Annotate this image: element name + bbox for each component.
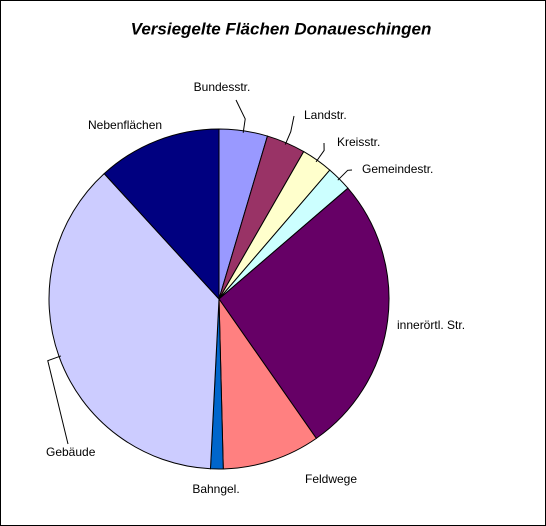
slice-label: Gebäude bbox=[46, 445, 96, 459]
chart-title: Versiegelte Flächen Donaueschingen bbox=[131, 19, 432, 38]
slice-label: innerörtl. Str. bbox=[397, 318, 465, 332]
leader-line bbox=[47, 355, 69, 445]
pie-slice bbox=[218, 187, 390, 440]
pie-slice bbox=[218, 297, 318, 470]
pie-slice bbox=[103, 128, 220, 301]
slice-label: Kreisstr. bbox=[337, 135, 380, 149]
slice-label: Gemeindestr. bbox=[362, 162, 433, 176]
slice-label: Bundesstr. bbox=[194, 80, 251, 94]
slice-label: Bahngel. bbox=[192, 482, 239, 496]
leader-line bbox=[235, 99, 246, 133]
leader-line bbox=[284, 115, 295, 145]
leader-line bbox=[315, 142, 325, 163]
leader-line bbox=[337, 169, 353, 181]
slice-label: Landstr. bbox=[304, 108, 347, 122]
slice-label: Feldwege bbox=[305, 472, 357, 486]
slice-label: Nebenflächen bbox=[88, 118, 162, 132]
